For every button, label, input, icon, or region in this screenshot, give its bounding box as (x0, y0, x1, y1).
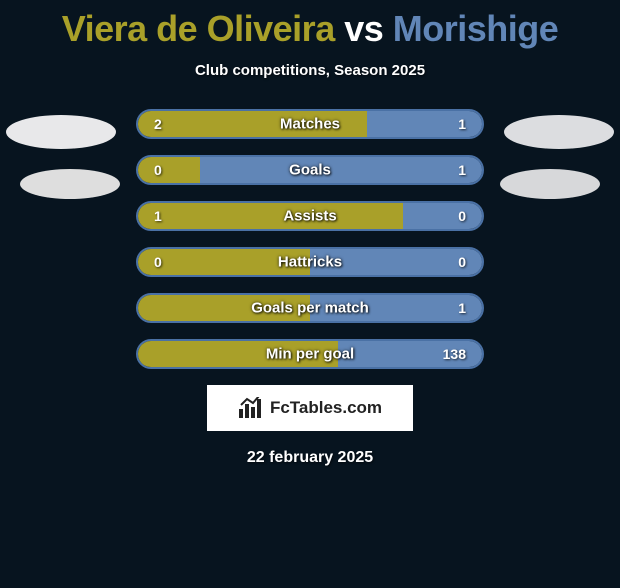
stats-area: 21Matches 01Goals 10Assists 00Hattricks 1Goa… (0, 109, 620, 369)
stat-label: Goals per match (138, 300, 482, 317)
player2-name: Morishige (393, 8, 559, 49)
stat-label: Assists (138, 208, 482, 225)
date-label: 22 february 2025 (0, 449, 620, 467)
vs-text: vs (335, 8, 393, 49)
stat-row: 1Goals per match (136, 293, 484, 323)
source-badge-text: FcTables.com (270, 398, 382, 418)
stat-label: Hattricks (138, 254, 482, 271)
stat-row: 138Min per goal (136, 339, 484, 369)
stat-row: 10Assists (136, 201, 484, 231)
player1-name: Viera de Oliveira (62, 8, 335, 49)
chart-icon (238, 397, 264, 419)
player2-club-icon (500, 169, 600, 199)
comparison-title: Viera de Oliveira vs Morishige (0, 8, 620, 50)
stats-rows: 21Matches 01Goals 10Assists 00Hattricks 1Goa… (136, 109, 484, 369)
stat-label: Goals (138, 162, 482, 179)
stat-label: Matches (138, 116, 482, 133)
player2-avatar-icon (504, 115, 614, 149)
player1-club-icon (20, 169, 120, 199)
subtitle: Club competitions, Season 2025 (0, 62, 620, 79)
stat-row: 01Goals (136, 155, 484, 185)
player1-avatar-icon (6, 115, 116, 149)
source-badge: FcTables.com (207, 385, 413, 431)
stat-row: 00Hattricks (136, 247, 484, 277)
stat-label: Min per goal (138, 346, 482, 363)
stat-row: 21Matches (136, 109, 484, 139)
